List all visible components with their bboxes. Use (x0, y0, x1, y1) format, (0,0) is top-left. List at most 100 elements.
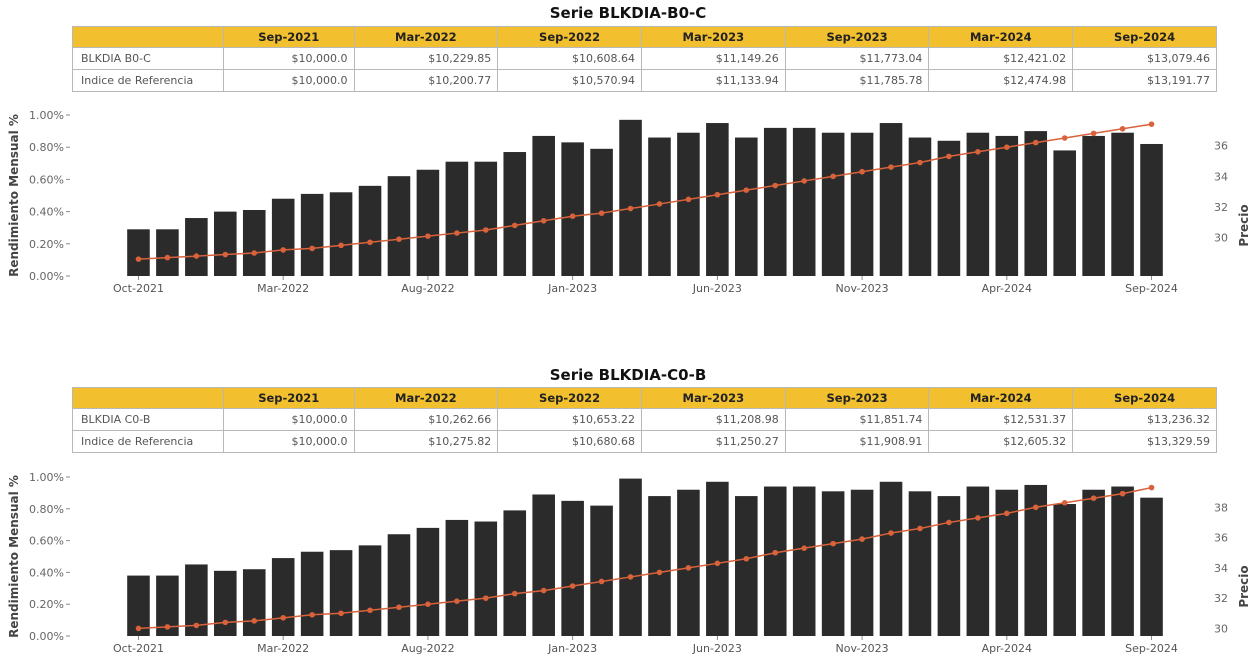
table-cell: $10,229.85 (353, 47, 499, 70)
x-tick-label: Aug-2022 (401, 642, 454, 655)
price-point (627, 205, 634, 212)
price-point (1032, 504, 1039, 511)
x-tick-label: Sep-2024 (1125, 282, 1178, 295)
bar (156, 229, 179, 276)
price-point (396, 236, 402, 242)
y-tick-label: 0.80% (29, 141, 64, 154)
bar (1082, 489, 1105, 636)
price-point (888, 164, 894, 170)
price-point (801, 545, 807, 551)
table-row: BLKDIA C0-B $10,000.0 $10,262.66 $10,653… (72, 408, 1217, 431)
table-cell: $10,000.0 (223, 47, 355, 70)
bar (214, 570, 237, 636)
bar (416, 527, 440, 636)
table-cell: $10,262.66 (353, 408, 499, 431)
bar (1111, 486, 1134, 636)
price-point (540, 218, 547, 224)
bar (1082, 135, 1105, 276)
price-point (251, 618, 258, 624)
price-point (1148, 121, 1155, 127)
bar (214, 211, 237, 276)
price-point (598, 210, 605, 216)
price-point (598, 578, 605, 585)
bar (908, 137, 932, 276)
table-header-cell: Sep-2022 (497, 387, 642, 409)
bar (271, 558, 295, 636)
price-point (859, 168, 865, 175)
bar (590, 505, 613, 636)
bar (619, 478, 642, 636)
price-point (251, 250, 258, 256)
bar (185, 564, 208, 636)
price-point (1032, 139, 1039, 146)
bar (416, 169, 440, 276)
table-row-label: BLKDIA B0-C (72, 47, 224, 70)
y-axis-label: Rendimiento Mensual % (7, 475, 21, 638)
price-line (138, 123, 1152, 260)
bar (706, 123, 729, 276)
table-row-label: BLKDIA C0-B (72, 408, 224, 431)
bar (329, 550, 353, 636)
y2-axis-label: Precio (1237, 565, 1251, 607)
price-point (425, 233, 431, 239)
price-point (1119, 490, 1126, 497)
price-point (772, 182, 779, 189)
bar (1140, 497, 1163, 636)
price-point (193, 622, 200, 629)
price-point (801, 178, 807, 184)
price-point (569, 213, 576, 219)
bar (300, 551, 324, 636)
y-tick-label: 0.00% (29, 270, 64, 283)
price-point (222, 251, 229, 258)
price-point (454, 230, 460, 236)
bar (156, 575, 179, 636)
price-point (338, 610, 344, 617)
bar (387, 176, 411, 276)
bar (763, 127, 787, 276)
bar (677, 489, 700, 636)
price-point (280, 615, 286, 621)
bar (242, 209, 266, 276)
price-point (830, 540, 836, 547)
x-tick-label: Jun-2023 (692, 642, 742, 655)
table-cell: $10,200.77 (353, 69, 499, 92)
table-row-label: Indice de Referencia (72, 430, 224, 453)
y2-tick-label: 36 (1214, 140, 1228, 153)
x-tick-label: Oct-2021 (113, 642, 164, 655)
bar (445, 161, 469, 276)
combo-chart-1: 0.00% 0.20% 0.40% 0.60% 0.80% 1.00% 30 32 34 36 Re… (7, 109, 1251, 295)
table-header-cell: Sep-2022 (497, 26, 642, 48)
bar (821, 491, 845, 636)
price-point (280, 247, 286, 253)
table-header-cell: Sep-2024 (1072, 387, 1217, 409)
x-tick-label: Jan-2023 (547, 282, 597, 295)
x-tick-label: Mar-2022 (257, 642, 309, 655)
price-point (193, 253, 200, 259)
price-point (1061, 135, 1068, 141)
table-header-cell: Sep-2023 (784, 26, 930, 48)
y-tick-label: 0.60% (29, 535, 64, 548)
price-point (425, 601, 431, 607)
price-point (1004, 144, 1010, 150)
table-header-row: Sep-2021 Mar-2022 Sep-2022 Mar-2023 Sep-… (72, 387, 1217, 409)
price-point (222, 619, 229, 626)
table-header-cell: Mar-2022 (353, 387, 499, 409)
price-point (396, 604, 402, 611)
combo-chart-2: 0.00% 0.20% 0.40% 0.60% 0.80% 1.00% 30 32 34 36 38… (7, 471, 1251, 655)
price-point (540, 587, 547, 594)
price-point (714, 560, 721, 567)
bar (1053, 150, 1076, 276)
x-tick-label: Apr-2024 (982, 282, 1032, 295)
bar (242, 569, 266, 636)
price-point (1061, 499, 1068, 506)
chart-title-2: Serie BLKDIA-C0-B (549, 366, 707, 384)
y-axis-label: Rendimiento Mensual % (7, 114, 21, 277)
bar (1024, 131, 1048, 276)
price-point (1004, 510, 1010, 517)
bar (474, 161, 498, 276)
table-cell: $12,605.32 (928, 430, 1074, 453)
bar (532, 135, 555, 276)
price-point (367, 239, 373, 246)
table-cell: $10,653.22 (497, 408, 642, 431)
chart-title-1: Serie BLKDIA-B0-C (549, 4, 707, 22)
